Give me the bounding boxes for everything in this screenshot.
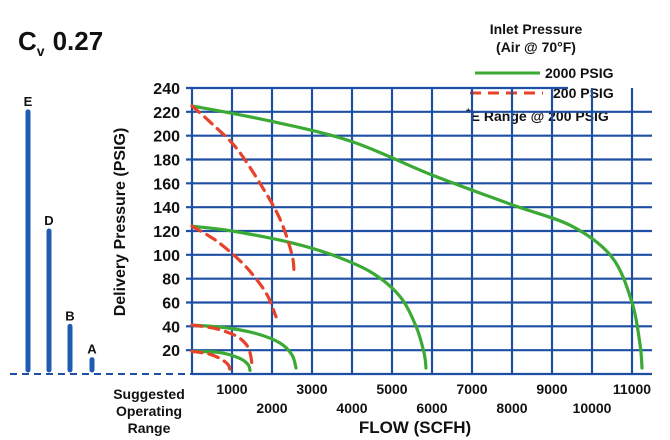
range-caption-line3: Range [128,420,171,436]
x-tick-label-2000: 2000 [256,400,287,416]
y-tick-label-140: 140 [153,200,180,217]
y-tick-label-180: 180 [153,153,180,170]
chart-title: Cv 0.27 [18,26,103,59]
series-line-200-4 [190,104,296,275]
y-tick-label-60: 60 [162,296,180,313]
series-line-200-5 [190,224,278,319]
legend-note-text: E Range @ 200 PSIG [471,108,609,124]
range-caption-line2: Operating [116,403,182,419]
chart-grid [10,86,652,376]
x-tick-label-9000: 9000 [536,381,567,397]
legend-label-200: 200 PSIG [553,85,614,101]
y-tick-label-200: 200 [153,129,180,146]
legend-note-star: * [466,106,471,120]
y-tick-label-160: 160 [153,176,180,193]
x-tick-label-10000: 10000 [573,400,612,416]
series-line-2000-3 [190,349,252,372]
y-tick-label-220: 220 [153,105,180,122]
x-tick-label-4000: 4000 [336,400,367,416]
y-tick-label-240: 240 [153,81,180,98]
y-tick-label-40: 40 [162,319,180,336]
series-line-2000-0 [190,104,644,370]
legend-title-line2: (Air @ 70°F) [496,39,576,55]
legend-label-2000: 2000 PSIG [545,65,614,81]
title-prefix: C [18,26,37,56]
x-tick-label-3000: 3000 [296,381,327,397]
x-tick-label-7000: 7000 [456,381,487,397]
range-bar-label-e: E [24,94,33,109]
chart-series [190,104,644,372]
x-tick-label-6000: 6000 [416,400,447,416]
legend: Inlet Pressure (Air @ 70°F) 2000 PSIG 20… [466,21,614,124]
operating-range-panel: E D B A [24,94,97,373]
series-line-200-6 [190,323,254,367]
x-tick-labels: 1000 3000 5000 7000 9000 11000 2000 4000 6000 800… [216,381,651,416]
y-axis-label: Delivery Pressure (PSIG) [112,128,129,317]
legend-note: *E Range @ 200 PSIG [466,106,609,124]
y-tick-label-80: 80 [162,272,180,289]
title-value: 0.27 [53,26,104,56]
legend-title-line1: Inlet Pressure [490,21,583,37]
y-tick-label-100: 100 [153,248,180,265]
range-caption-line1: Suggested [113,386,185,402]
series-line-200-7 [190,349,232,372]
x-tick-label-1000: 1000 [216,381,247,397]
x-tick-label-5000: 5000 [376,381,407,397]
range-bar-label-b: B [65,308,74,323]
range-bar-label-d: D [44,213,53,228]
y-tick-labels: 20 40 60 80 100 120 140 160 180 200 220 240 [153,81,180,360]
x-tick-label-11000: 11000 [613,381,651,397]
series-line-2000-2 [190,323,298,370]
series-line-2000-1 [190,224,428,370]
x-tick-label-8000: 8000 [496,400,527,416]
range-bar-label-a: A [87,342,97,357]
y-tick-label-20: 20 [162,343,180,360]
y-tick-label-120: 120 [153,224,180,241]
x-axis-label: FLOW (SCFH) [359,418,471,437]
title-subscript: v [37,43,45,59]
